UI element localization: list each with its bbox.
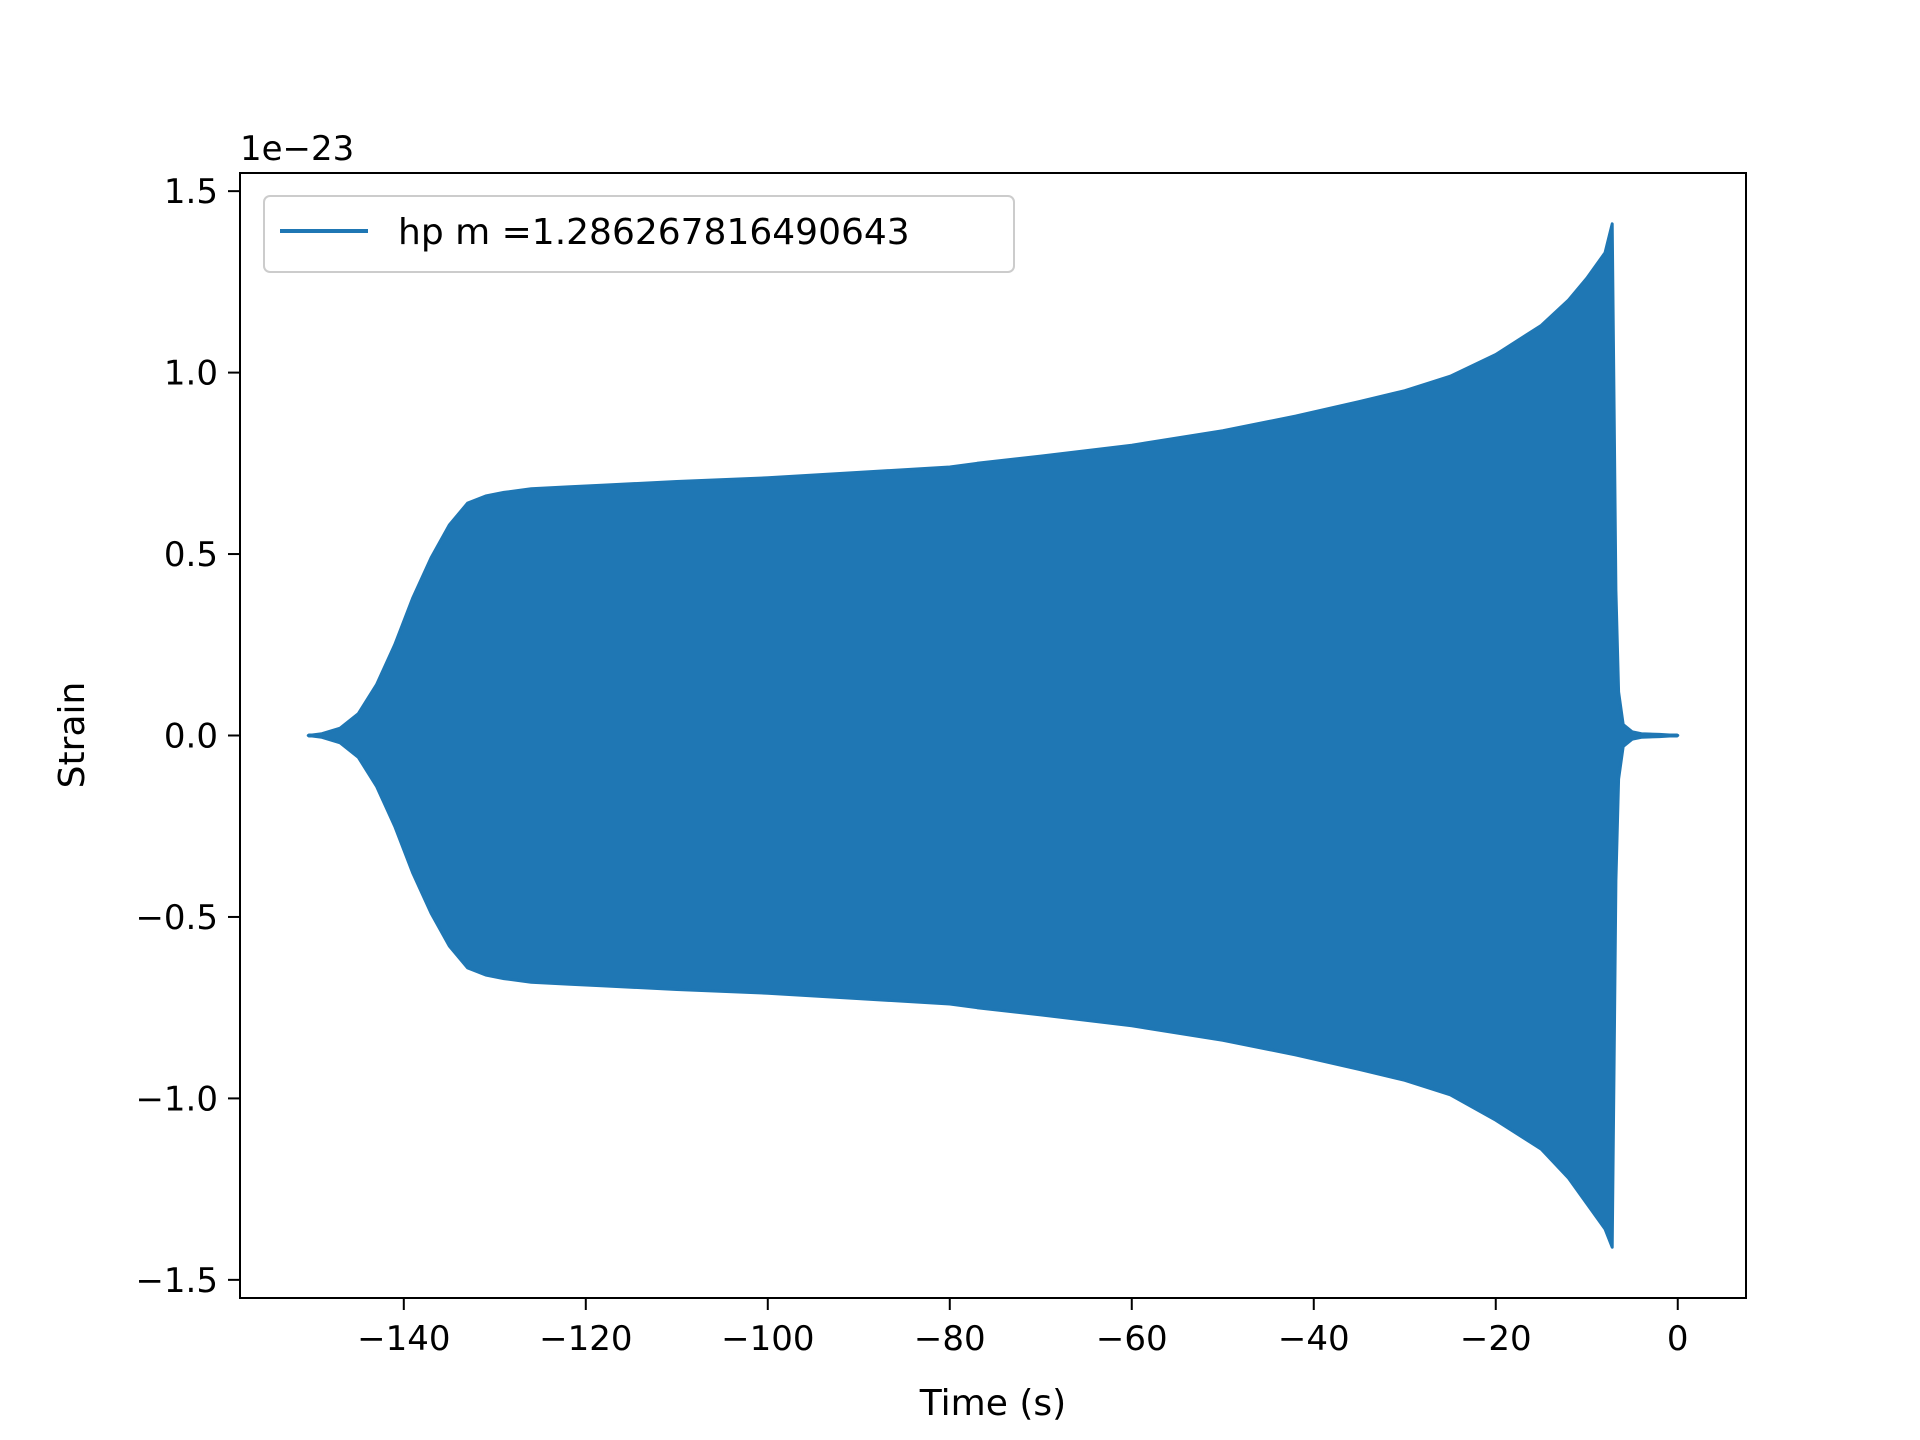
legend-box — [263, 195, 1015, 273]
x-axis-title: Time (s) — [919, 1383, 1066, 1424]
x-tick-label: −120 — [539, 1319, 632, 1359]
series-layer — [306, 222, 1680, 1249]
x-axis: −140 −120 −100 −80 −60 −40 −20 0 — [357, 1298, 1689, 1359]
x-tick-label: −40 — [1278, 1319, 1350, 1359]
x-tick-label: −140 — [357, 1319, 450, 1359]
x-tick-label: −100 — [721, 1319, 814, 1359]
x-tick-label: −20 — [1460, 1319, 1532, 1359]
y-tick-label: 1.5 — [164, 172, 218, 212]
y-tick-label: 1.0 — [164, 354, 218, 394]
y-axis-title: Strain — [52, 682, 93, 789]
y-offset-label: 1e−23 — [240, 129, 354, 169]
y-tick-label: −1.0 — [135, 1079, 218, 1119]
legend-label: hp m =1.286267816490643 — [398, 212, 910, 253]
x-tick-label: −80 — [914, 1319, 986, 1359]
x-tick-label: 0 — [1667, 1319, 1689, 1359]
legend: hp m =1.286267816490643 — [263, 195, 1015, 273]
y-tick-label: 0.5 — [164, 535, 218, 575]
y-axis: 1.5 1.0 0.5 0.0 −0.5 −1.0 −1.5 — [135, 172, 240, 1301]
y-tick-label: −0.5 — [135, 898, 218, 938]
y-tick-label: 0.0 — [164, 717, 218, 757]
x-tick-label: −60 — [1096, 1319, 1168, 1359]
y-tick-label: −1.5 — [135, 1261, 218, 1301]
